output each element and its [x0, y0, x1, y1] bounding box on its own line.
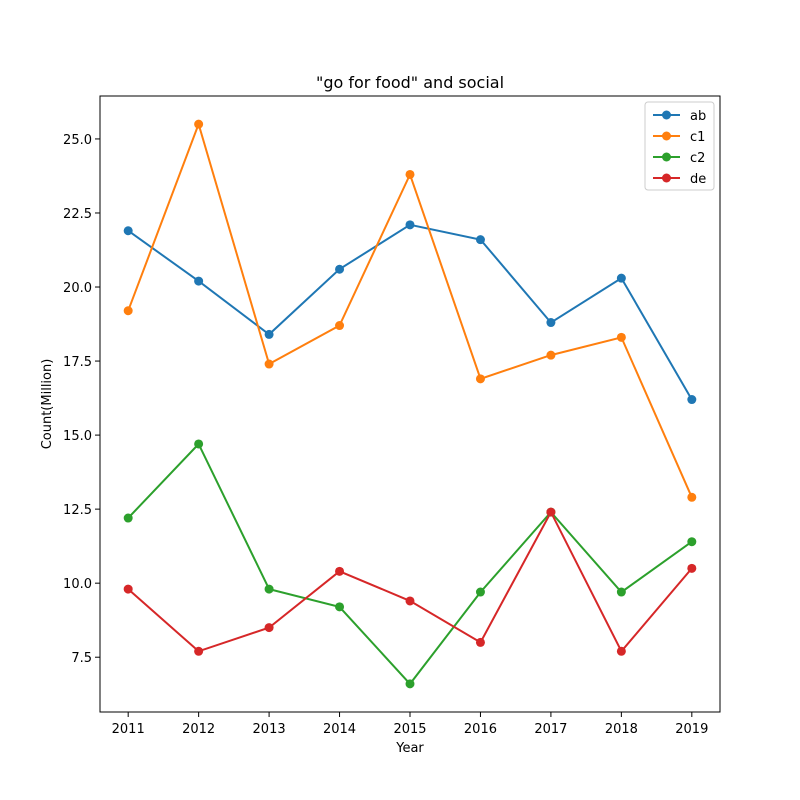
legend-marker-c1 — [662, 131, 671, 141]
data-point-c1 — [475, 374, 485, 384]
legend-box — [644, 101, 715, 191]
legend-label-c1: c1 — [690, 130, 705, 145]
data-point-ab — [616, 273, 626, 283]
x-tick-label: 2015 — [393, 722, 426, 737]
data-point-de — [264, 623, 274, 633]
legend-label-c2: c2 — [690, 151, 705, 166]
data-point-c1 — [335, 321, 345, 331]
data-point-c1 — [264, 359, 274, 369]
data-point-c2 — [194, 439, 204, 449]
legend-marker-c2 — [662, 152, 671, 162]
data-point-ab — [194, 276, 204, 286]
data-point-de — [123, 584, 133, 594]
data-point-de — [194, 646, 204, 656]
data-point-c1 — [687, 492, 697, 502]
x-tick-label: 2012 — [182, 722, 215, 737]
data-point-de — [687, 563, 697, 573]
y-tick-label: 7.5 — [71, 651, 92, 666]
x-tick-label: 2019 — [675, 722, 708, 737]
y-tick-label: 22.5 — [63, 207, 92, 222]
data-point-ab — [687, 395, 697, 405]
plot-frame — [99, 95, 721, 713]
x-tick-label: 2011 — [112, 722, 145, 737]
data-point-c1 — [616, 332, 626, 342]
data-point-c2 — [405, 679, 415, 689]
x-tick-label: 2017 — [534, 722, 567, 737]
data-point-ab — [405, 220, 415, 230]
y-axis-ticks: 7.5 10.0 12.5 15.0 17.5 20.0 22.5 25.0 — [63, 133, 100, 666]
data-point-c2 — [475, 587, 485, 597]
data-point-c2 — [616, 587, 626, 597]
plot-markers — [123, 119, 697, 689]
data-point-de — [546, 507, 556, 517]
data-point-c2 — [335, 602, 345, 612]
y-tick-label: 25.0 — [63, 133, 92, 148]
legend: ab c1 c2 de — [644, 101, 715, 191]
y-tick-label: 10.0 — [63, 577, 92, 592]
x-tick-label: 2013 — [253, 722, 286, 737]
data-point-ab — [264, 329, 274, 339]
data-point-c1 — [123, 306, 133, 316]
data-point-c1 — [546, 350, 556, 360]
y-tick-label: 17.5 — [63, 355, 92, 370]
x-axis-ticks: 2011 2012 2013 2014 2015 2016 2017 2018 2019 — [112, 712, 708, 737]
data-point-ab — [335, 264, 345, 274]
data-point-de — [475, 637, 485, 647]
data-point-c2 — [687, 537, 697, 547]
data-point-de — [616, 646, 626, 656]
legend-label-de: de — [690, 172, 706, 187]
legend-label-ab: ab — [690, 109, 706, 124]
x-tick-label: 2016 — [464, 722, 497, 737]
data-point-c1 — [405, 169, 415, 179]
data-point-c1 — [194, 119, 204, 129]
y-tick-label: 12.5 — [63, 503, 92, 518]
x-tick-label: 2014 — [323, 722, 356, 737]
data-point-ab — [123, 226, 133, 236]
y-tick-label: 20.0 — [63, 281, 92, 296]
y-axis-label: Count(Million) — [40, 359, 55, 450]
y-tick-label: 15.0 — [63, 429, 92, 444]
data-point-ab — [475, 235, 485, 245]
chart-title: "go for food" and social — [316, 73, 504, 92]
data-point-de — [405, 596, 415, 606]
data-point-de — [335, 566, 345, 576]
data-point-c2 — [264, 584, 274, 594]
data-point-c2 — [123, 513, 133, 523]
data-point-ab — [546, 318, 556, 328]
legend-marker-de — [662, 173, 671, 183]
x-axis-label: Year — [395, 741, 424, 756]
x-tick-label: 2018 — [605, 722, 638, 737]
legend-marker-ab — [662, 110, 671, 120]
